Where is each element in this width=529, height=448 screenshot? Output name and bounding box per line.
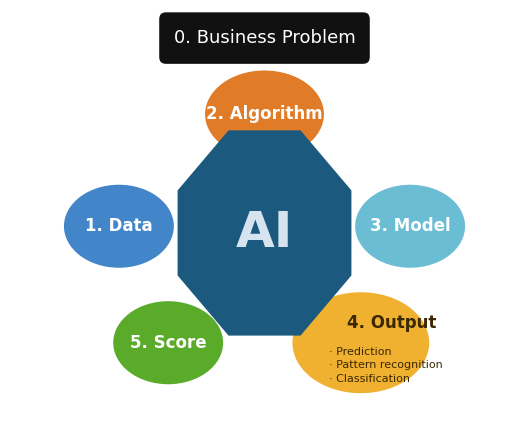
Text: · Prediction
· Pattern recognition
· Classification: · Prediction · Pattern recognition · Cla… xyxy=(330,347,443,383)
Text: 4. Output: 4. Output xyxy=(348,314,437,332)
Text: 2. Algorithm: 2. Algorithm xyxy=(206,105,323,123)
Text: 0. Business Problem: 0. Business Problem xyxy=(174,29,355,47)
Polygon shape xyxy=(178,130,351,336)
Text: 1. Data: 1. Data xyxy=(85,217,153,235)
Ellipse shape xyxy=(291,291,430,394)
Ellipse shape xyxy=(112,300,224,385)
FancyBboxPatch shape xyxy=(159,12,370,64)
Ellipse shape xyxy=(204,69,325,159)
Text: 3. Model: 3. Model xyxy=(370,217,450,235)
Ellipse shape xyxy=(354,184,466,269)
Text: 5. Score: 5. Score xyxy=(130,334,206,352)
Ellipse shape xyxy=(63,184,175,269)
Text: AI: AI xyxy=(236,209,293,257)
